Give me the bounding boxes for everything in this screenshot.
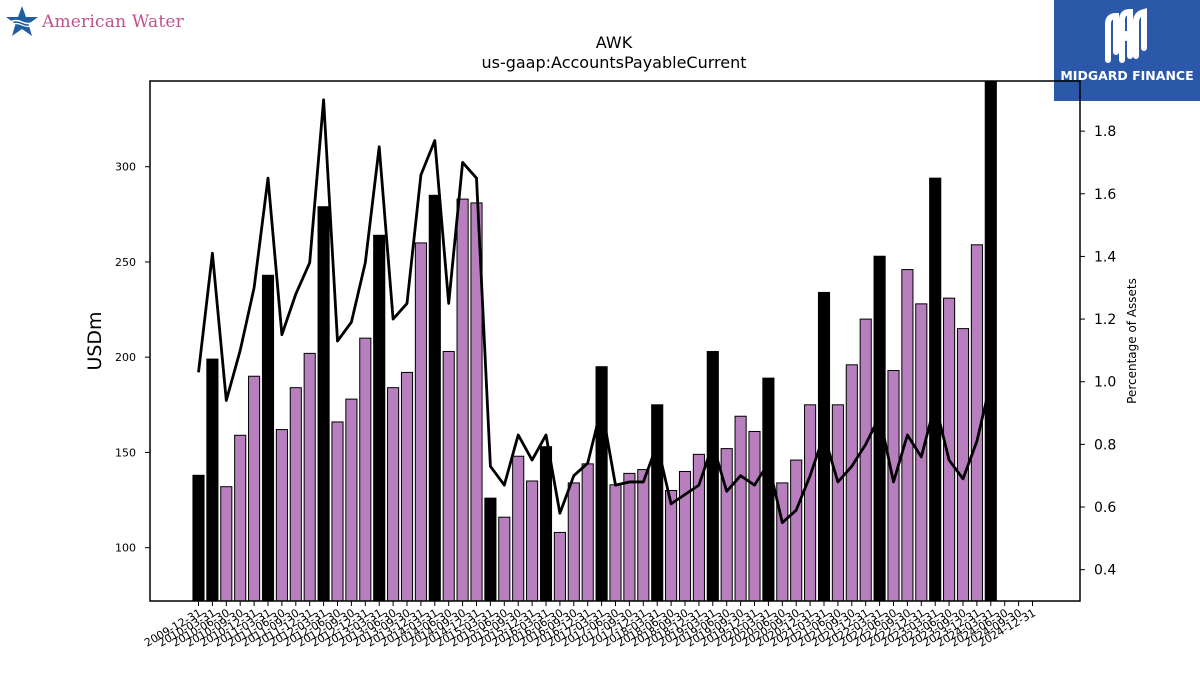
bar (790, 459, 803, 602)
bar (567, 482, 580, 602)
y2-axis-label: Percentage of Assets (1125, 278, 1139, 404)
y-tick-label: 150 (115, 446, 136, 459)
bar (734, 415, 747, 602)
y2-tick-label: 1.6 (1094, 187, 1116, 203)
bar (373, 234, 386, 602)
bar (234, 434, 247, 602)
bar (887, 370, 900, 602)
chart-subtitle: us-gaap:AccountsPayableCurrent (481, 53, 746, 72)
bar (512, 455, 525, 602)
bar (929, 177, 942, 602)
chart-title: AWK (596, 33, 633, 52)
bar (720, 448, 733, 602)
y2-tick-label: 0.6 (1094, 500, 1116, 516)
bar (414, 242, 427, 602)
bar (345, 398, 358, 602)
bar (665, 490, 678, 602)
bar (387, 387, 400, 602)
bar (456, 198, 469, 602)
y2-tick-label: 0.4 (1094, 563, 1116, 579)
line-group (197, 98, 993, 525)
bar (859, 318, 872, 602)
bar (748, 430, 761, 602)
bar (331, 421, 344, 602)
bar (192, 474, 205, 602)
bar (984, 80, 997, 602)
bar (609, 484, 622, 602)
bar (595, 366, 608, 602)
midgard-finance-logo-text: MIDGARD FINANCE (1060, 68, 1194, 83)
bar (526, 480, 539, 602)
y-tick-label: 200 (115, 351, 136, 364)
y2-tick-label: 1.2 (1094, 312, 1116, 328)
bar (289, 387, 302, 602)
y2-tick-label: 0.8 (1094, 437, 1116, 453)
y-tick-label: 250 (115, 256, 136, 269)
bar (581, 463, 594, 602)
bar (428, 194, 441, 602)
bar (261, 274, 275, 602)
bar (637, 469, 650, 602)
bar (623, 472, 636, 602)
bar (804, 404, 817, 602)
y2-tick-label: 1.4 (1094, 249, 1116, 265)
bar (831, 404, 844, 602)
midgard-finance-logo: MIDGARD FINANCE (1054, 0, 1200, 101)
bar (706, 350, 719, 602)
bar (498, 516, 511, 602)
bar (317, 206, 330, 602)
bar (762, 377, 775, 602)
bar (651, 404, 664, 602)
bar (539, 446, 553, 602)
star-icon (6, 6, 38, 36)
american-water-logo-text: American Water (42, 12, 184, 32)
bar (206, 358, 219, 602)
bar (845, 364, 858, 602)
y-tick-label: 300 (115, 161, 136, 174)
bar (359, 337, 372, 602)
bar (442, 350, 455, 602)
bar (553, 531, 566, 602)
bar (484, 497, 497, 602)
bars-group (192, 80, 997, 602)
midgard-emblem-icon (1105, 8, 1147, 63)
bar (303, 352, 316, 602)
bar (220, 486, 233, 602)
american-water-logo: American Water (4, 4, 184, 40)
y2-tick-label: 1.8 (1094, 124, 1116, 140)
y2-tick-label: 1.0 (1094, 375, 1116, 391)
y-tick-label: 100 (115, 542, 136, 555)
bar (248, 375, 261, 602)
line-series-percentage-of-assets (197, 98, 993, 525)
bar (400, 371, 414, 602)
y-axis-label: USDm (84, 311, 106, 370)
bar (275, 429, 288, 602)
